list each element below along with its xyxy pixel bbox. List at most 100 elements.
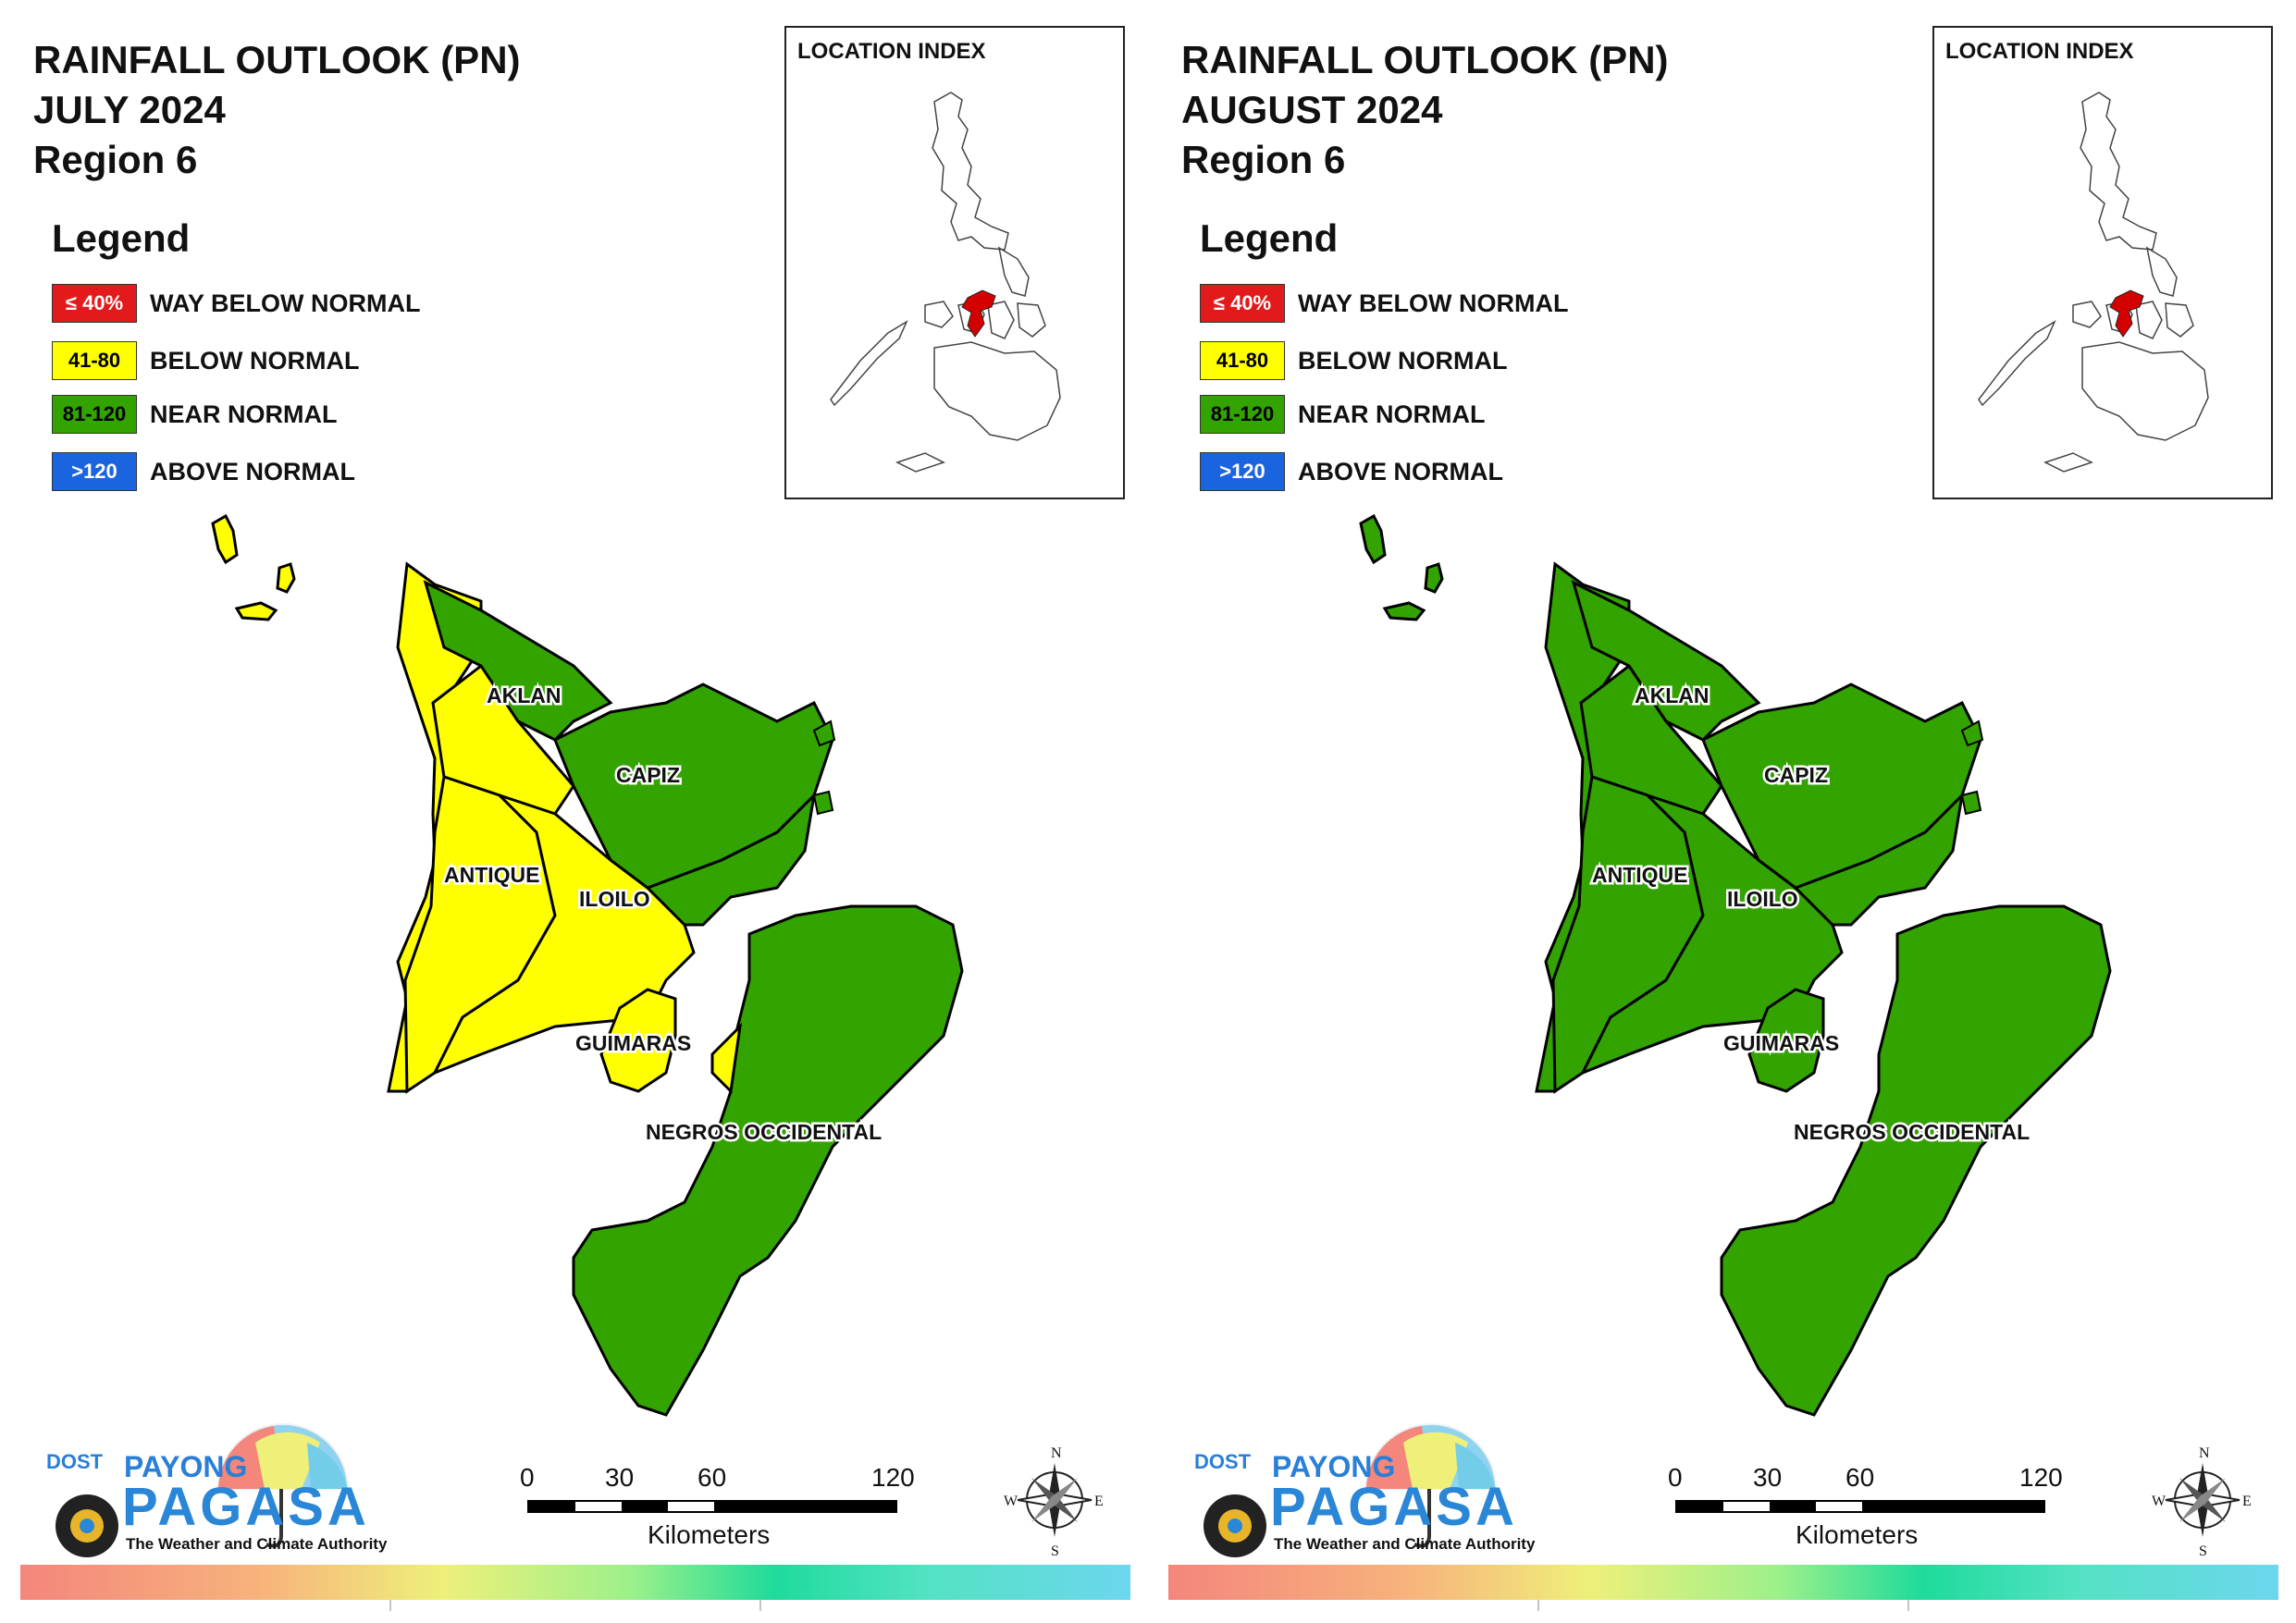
legend-label: WAY BELOW NORMAL	[1298, 289, 1569, 317]
province-aklan	[423, 580, 613, 742]
island-semirara	[211, 513, 239, 565]
payong-text: PAYONG	[1272, 1450, 1396, 1483]
scale-tick: 30	[605, 1463, 635, 1492]
island-semirara	[1359, 513, 1387, 565]
location-index-inset: LOCATION INDEX	[1932, 26, 2273, 499]
negros-northwest-yellow	[710, 1022, 743, 1095]
island-small	[234, 601, 278, 621]
label-iloilo: ILOILO	[579, 887, 650, 911]
compass-w: W	[1004, 1494, 1018, 1509]
legend-item-way-below: ≤ 40% WAY BELOW NORMAL	[52, 283, 421, 324]
footer-gradient-bar	[20, 1565, 1130, 1600]
title-line-2: AUGUST 2024	[1181, 88, 1443, 131]
legend-label: ABOVE NORMAL	[1298, 457, 1503, 486]
compass-w: W	[2152, 1494, 2166, 1509]
label-guimaras: GUIMARAS	[1723, 1031, 1839, 1055]
legend-label: ABOVE NORMAL	[150, 457, 355, 486]
island-east	[1960, 790, 1982, 816]
august-panel: RAINFALL OUTLOOK (PN) AUGUST 2024 Region…	[1148, 0, 2296, 1623]
legend-item-above: >120 ABOVE NORMAL	[1200, 451, 1503, 492]
label-capiz: CAPIZ	[616, 763, 680, 787]
legend-item-way-below: ≤ 40% WAY BELOW NORMAL	[1200, 283, 1569, 324]
legend-item-below: 41-80 BELOW NORMAL	[52, 340, 359, 381]
legend-item-near: 81-120 NEAR NORMAL	[52, 394, 338, 435]
island-caluya	[276, 562, 296, 594]
pagasa-text: PAGASA	[122, 1477, 370, 1537]
label-guimaras: GUIMARAS	[575, 1031, 691, 1055]
inset-title: LOCATION INDEX	[797, 39, 986, 64]
scale-bar: 0 30 60 120 Kilometers	[1668, 1463, 2082, 1555]
legend-label: BELOW NORMAL	[1298, 346, 1508, 375]
july-panel: RAINFALL OUTLOOK (PN) JULY 2024 Region 6…	[20, 26, 1130, 1611]
legend-swatch: ≤ 40%	[1200, 284, 1285, 323]
title-line-1: RAINFALL OUTLOOK (PN)	[33, 38, 521, 81]
tagline-text: The Weather and Climate Authority	[126, 1535, 388, 1553]
scale-bar-graphic	[527, 1500, 897, 1513]
label-capiz: CAPIZ	[1764, 763, 1828, 787]
scale-tick: 30	[1753, 1463, 1783, 1492]
label-iloilo: ILOILO	[1727, 887, 1798, 911]
scale-tick: 0	[1668, 1463, 1683, 1492]
legend-item-above: >120 ABOVE NORMAL	[52, 451, 355, 492]
legend-swatch: 81-120	[1200, 395, 1285, 434]
title-line-3: Region 6	[1181, 138, 1346, 181]
scale-tick: 60	[697, 1463, 727, 1492]
legend-item-near: 81-120 NEAR NORMAL	[1200, 394, 1486, 435]
legend-label: BELOW NORMAL	[150, 346, 360, 375]
compass-n: N	[1051, 1445, 1062, 1461]
scale-bar-graphic	[1675, 1500, 2045, 1513]
north-arrow: N S E W	[2152, 1443, 2253, 1559]
title-line-3: Region 6	[33, 138, 198, 181]
legend-label: WAY BELOW NORMAL	[150, 289, 421, 317]
legend-swatch: 81-120	[52, 395, 137, 434]
scale-unit: Kilometers	[648, 1520, 771, 1549]
scale-tick: 120	[871, 1463, 915, 1492]
compass-n: N	[2199, 1445, 2210, 1461]
legend-item-below: 41-80 BELOW NORMAL	[1200, 340, 1507, 381]
legend-swatch: ≤ 40%	[52, 284, 137, 323]
legend-label: NEAR NORMAL	[1298, 400, 1486, 428]
pagasa-text: PAGASA	[1270, 1477, 1518, 1537]
label-negros-occidental: NEGROS OCCIDENTAL	[1794, 1120, 2030, 1144]
footer-gradient-bar	[1168, 1565, 2278, 1600]
scale-unit: Kilometers	[1796, 1520, 1919, 1549]
scale-tick: 60	[1845, 1463, 1875, 1492]
compass-s: S	[2199, 1543, 2207, 1557]
title-line-2: JULY 2024	[33, 88, 226, 131]
philippines-outline	[830, 92, 1061, 473]
scale-tick: 120	[2019, 1463, 2063, 1492]
label-aklan: AKLAN	[1635, 683, 1710, 707]
island-east	[1960, 719, 1984, 747]
island-small	[1382, 601, 1426, 621]
label-aklan: AKLAN	[487, 683, 562, 707]
province-aklan	[1571, 580, 1761, 742]
philippines-outline	[1978, 92, 2209, 473]
province-negros-occidental	[1720, 904, 2112, 1417]
legend-label: NEAR NORMAL	[150, 400, 338, 428]
compass-s: S	[1051, 1543, 1059, 1557]
legend-swatch: 41-80	[1200, 341, 1285, 380]
label-negros-occidental: NEGROS OCCIDENTAL	[646, 1120, 882, 1144]
payong-pagasa-logo: DOST PAYONG PAGASA The Weather and Clima…	[1181, 1387, 1551, 1563]
scale-tick: 0	[520, 1463, 535, 1492]
inset-title: LOCATION INDEX	[1945, 39, 2134, 64]
province-guimaras	[599, 988, 677, 1093]
north-arrow: N S E W	[1004, 1443, 1105, 1559]
compass-e: E	[2242, 1494, 2252, 1509]
legend-title: Legend	[52, 216, 191, 260]
tagline-text: The Weather and Climate Authority	[1274, 1535, 1536, 1553]
legend-swatch: 41-80	[52, 341, 137, 380]
compass-e: E	[1094, 1494, 1104, 1509]
legend-swatch: >120	[1200, 452, 1285, 491]
region6-map: AKLAN CAPIZ ANTIQUE ILOILO GUIMARAS NEGR…	[211, 513, 964, 1417]
scale-bar: 0 30 60 120 Kilometers	[520, 1463, 934, 1555]
location-index-inset: LOCATION INDEX	[784, 26, 1125, 499]
island-east	[812, 719, 836, 747]
island-east	[812, 790, 834, 816]
label-antique: ANTIQUE	[444, 863, 540, 887]
province-negros-occidental	[572, 904, 964, 1417]
region6-map: AKLAN CAPIZ ANTIQUE ILOILO GUIMARAS NEGR…	[1359, 513, 2112, 1417]
payong-text: PAYONG	[124, 1450, 248, 1483]
legend-swatch: >120	[52, 452, 137, 491]
province-guimaras	[1747, 988, 1825, 1093]
